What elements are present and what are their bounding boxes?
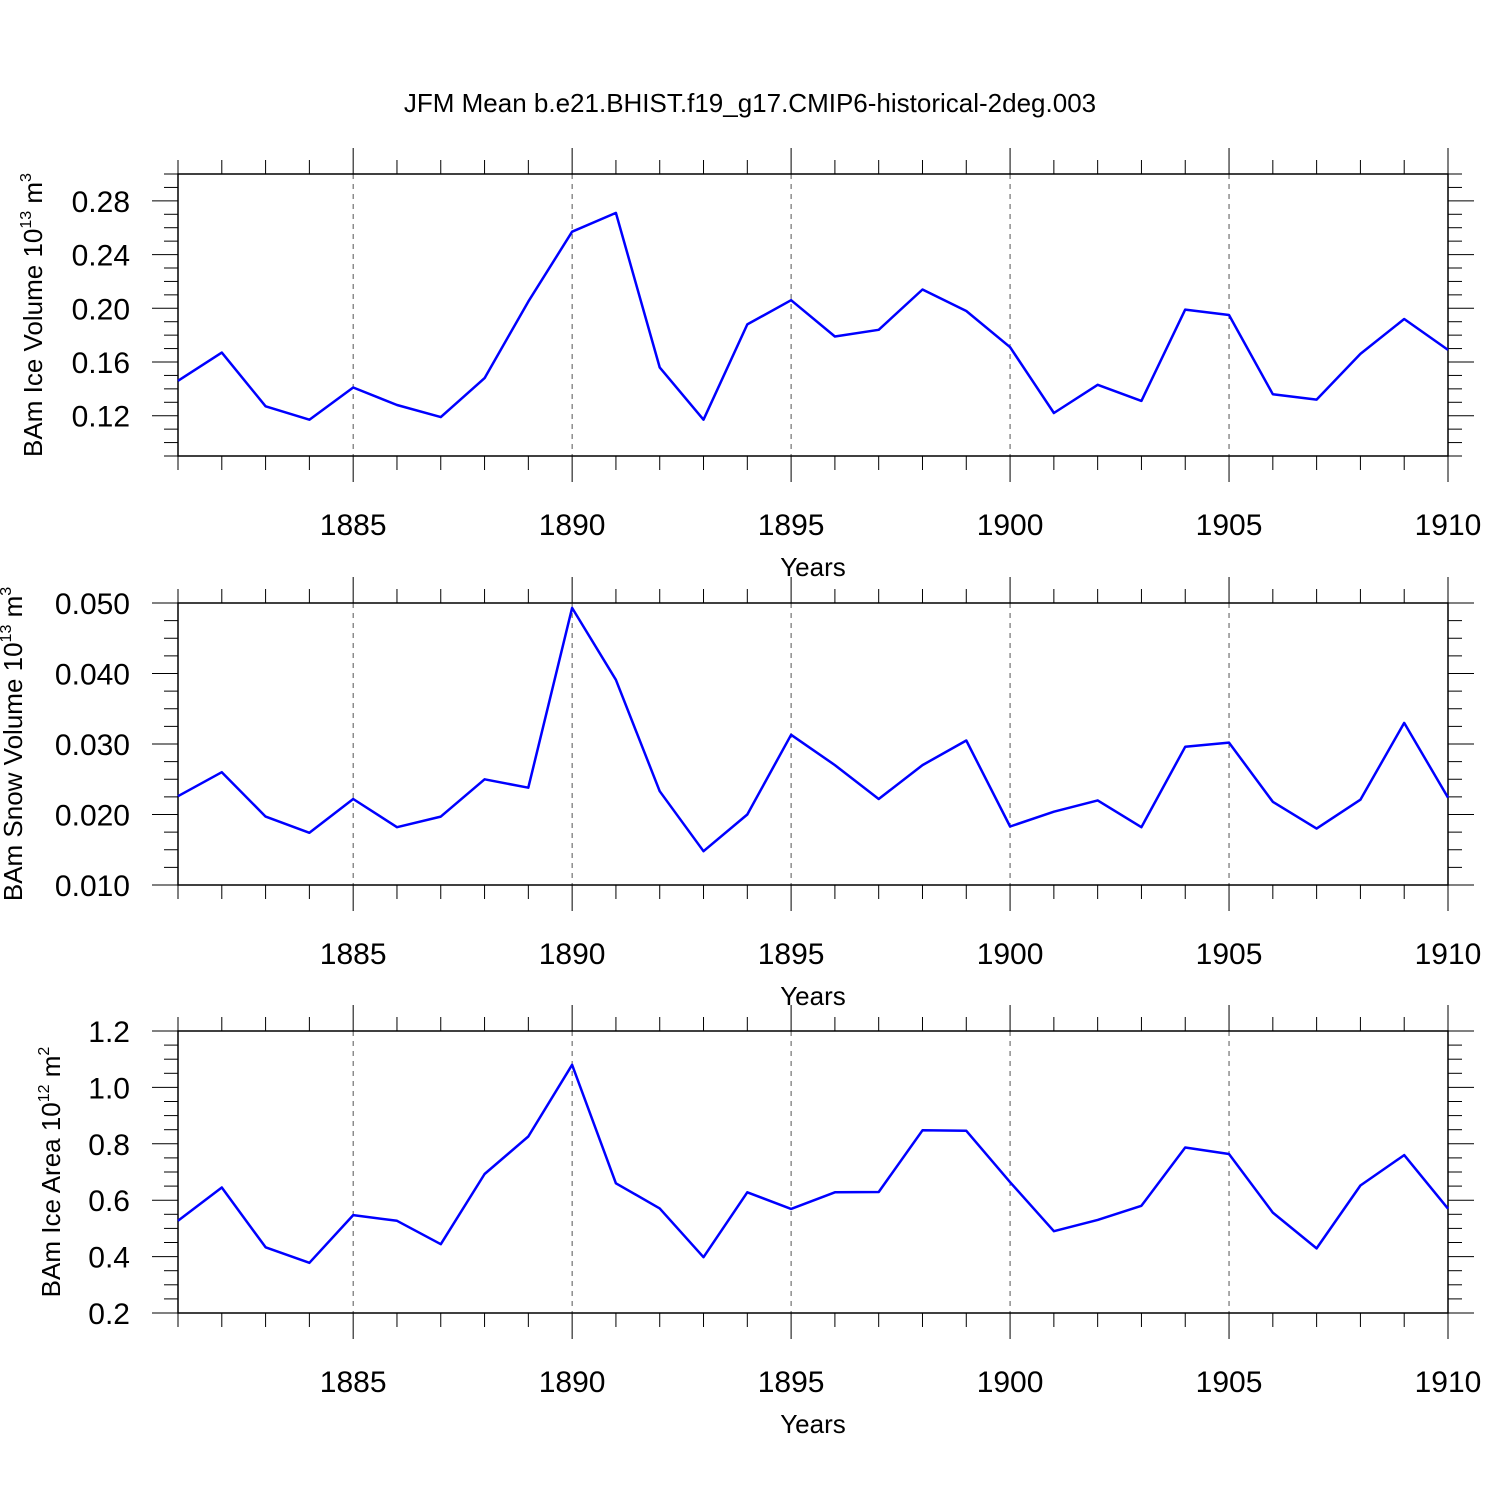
y-axis-label-prefix: BAm Ice Area 10 [36, 1102, 66, 1297]
x-tick-label: 1895 [758, 1366, 825, 1399]
plot-frame [177, 1030, 1449, 1314]
y-axis-label: BAm Ice Area 1012 m2 [36, 1047, 66, 1298]
y-tick-label: 0.050 [55, 588, 130, 621]
series-line [177, 1063, 1449, 1265]
y-axis-label-unit-exponent: 3 [18, 173, 35, 182]
y-axis-label-exponent: 13 [0, 625, 15, 643]
x-tick-label: 1905 [1196, 1366, 1263, 1399]
x-tick-label: 1895 [758, 509, 825, 542]
y-tick-label: 1.2 [88, 1016, 130, 1049]
x-tick-label: 1890 [539, 509, 606, 542]
y-axis-label-prefix: BAm Ice Volume 10 [18, 229, 48, 457]
y-axis-label-exponent: 12 [36, 1084, 53, 1102]
x-tick-label: 1885 [320, 1366, 387, 1399]
y-tick-label: 0.24 [72, 240, 130, 273]
series-line [177, 606, 1450, 853]
x-tick-label: 1910 [1415, 509, 1482, 542]
y-tick-label: 0.12 [72, 401, 130, 434]
x-tick-label: 1910 [1415, 938, 1482, 971]
x-tick-label: 1900 [977, 938, 1044, 971]
series-line [177, 211, 1449, 421]
chart-panel-3: 0.2 0.4 0.6 0.8 1.0 1.2 1885 1890 1895 1900 1905 19… [36, 1005, 1481, 1439]
y-tick-label: 0.6 [88, 1185, 130, 1218]
plot-frame [177, 173, 1449, 457]
x-axis-label: Years [780, 1409, 846, 1439]
x-tick-label: 1900 [977, 509, 1044, 542]
x-tick-label: 1900 [977, 1366, 1044, 1399]
y-axis-label-unit-exponent: 2 [36, 1047, 53, 1056]
y-tick-label: 0.4 [88, 1242, 130, 1275]
y-tick-label: 0.010 [55, 870, 130, 903]
y-tick-label: 0.8 [88, 1129, 130, 1162]
y-tick-label: 1.0 [88, 1072, 130, 1105]
y-tick-label: 0.030 [55, 729, 130, 762]
y-tick-label: 0.2 [88, 1298, 130, 1331]
y-tick-label: 0.20 [72, 293, 130, 326]
y-axis-label-unit: m [0, 596, 28, 625]
x-tick-label: 1910 [1415, 1366, 1482, 1399]
x-tick-label: 1885 [320, 509, 387, 542]
y-axis-label: BAm Snow Volume 1013 m3 [0, 587, 28, 901]
y-axis-label-unit: m [36, 1056, 66, 1085]
y-axis-label-unit: m [18, 182, 48, 211]
y-tick-label: 0.16 [72, 347, 130, 380]
chart-panel-1: 0.12 0.16 0.20 0.24 0.28 1885 1890 1895 1900 1905… [18, 148, 1481, 582]
x-axis-label: Years [780, 552, 846, 582]
x-axis-label: Years [780, 981, 846, 1011]
x-tick-label: 1890 [539, 1366, 606, 1399]
x-tick-label: 1885 [320, 938, 387, 971]
y-tick-label: 0.28 [72, 186, 130, 219]
y-tick-label: 0.020 [55, 800, 130, 833]
y-axis-label-exponent: 13 [18, 211, 35, 229]
chart-title: JFM Mean b.e21.BHIST.f19_g17.CMIP6-histo… [404, 88, 1096, 118]
y-axis-label: BAm Ice Volume 1013 m3 [18, 173, 48, 457]
x-tick-label: 1905 [1196, 938, 1263, 971]
y-axis-label-prefix: BAm Snow Volume 10 [0, 642, 28, 901]
plot-frame [177, 602, 1449, 886]
y-tick-label: 0.040 [55, 659, 130, 692]
chart-panel-2: 0.010 0.020 0.030 0.040 0.050 1885 1890 1895 190… [0, 577, 1481, 1011]
x-tick-label: 1905 [1196, 509, 1263, 542]
x-tick-label: 1890 [539, 938, 606, 971]
x-tick-label: 1895 [758, 938, 825, 971]
y-axis-label-unit-exponent: 3 [0, 587, 15, 596]
